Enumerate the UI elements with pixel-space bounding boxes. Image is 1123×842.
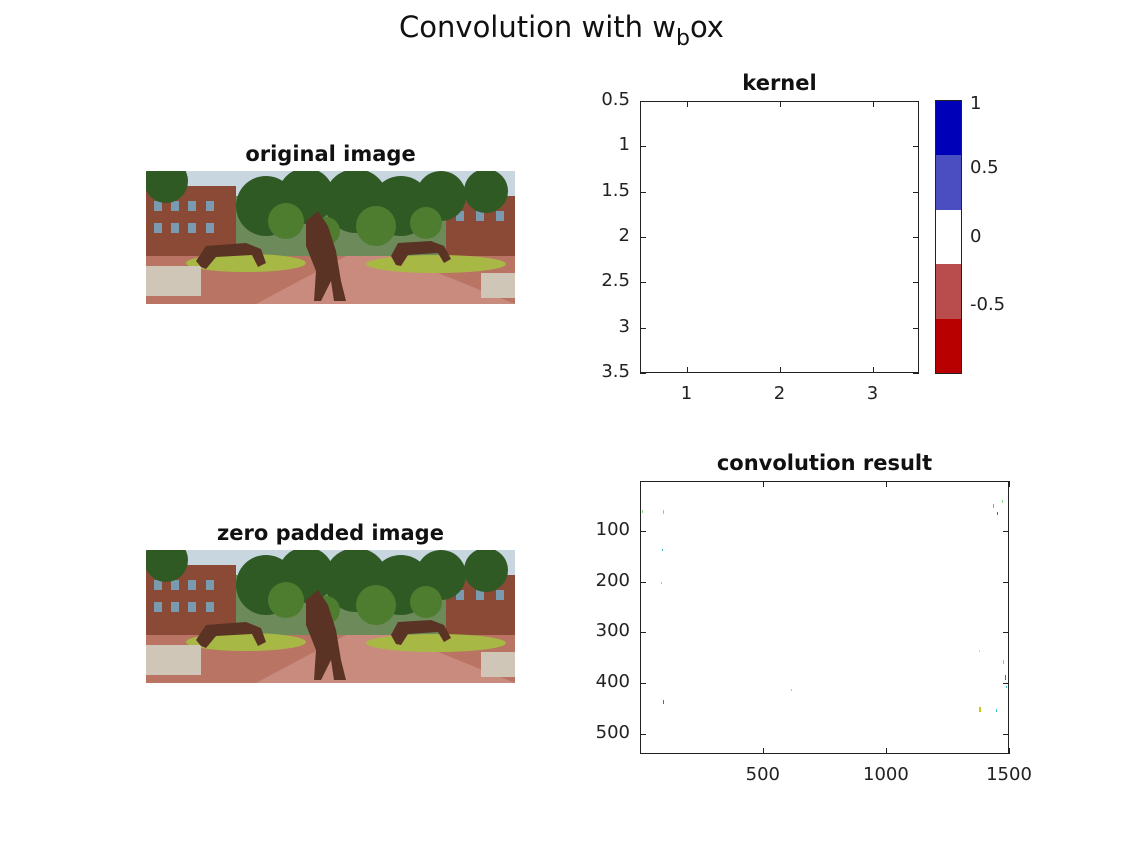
original-image [146, 171, 515, 304]
kernel-x-tick-mark [779, 367, 781, 373]
figure-title-tail: ox [689, 10, 724, 44]
conv-y-tick-mark-right [1003, 683, 1009, 685]
kernel-y-tick-mark-right [913, 237, 919, 238]
figure-title-text: Convolution with w [399, 10, 676, 44]
colorbar-segment [936, 264, 961, 319]
kernel-y-tick-mark-right [913, 282, 919, 284]
kernel-x-tick-mark [686, 367, 688, 373]
kernel-y-tick-label: 2 [618, 225, 630, 246]
kernel-y-tick-mark [640, 327, 646, 329]
kernel-x-tick-mark [872, 367, 874, 373]
conv-y-tick-mark-right [1003, 632, 1009, 634]
kernel-y-tick-mark [640, 191, 646, 193]
conv-y-tick-mark [640, 683, 646, 685]
original-image-title: original image [245, 142, 416, 166]
conv-x-tick-mark-top [885, 481, 887, 487]
conv-y-tick-label: 400 [595, 671, 630, 693]
kernel-x-tick-label: 1 [680, 383, 693, 404]
convolution-result-title: convolution result [716, 451, 933, 475]
kernel-title: kernel [742, 71, 817, 95]
kernel-y-tick-mark-right [913, 327, 919, 329]
convolution-result-axes [640, 481, 1009, 754]
original-image-graphic [146, 171, 515, 304]
kernel-x-tick-mark-top [872, 101, 874, 107]
conv-y-tick-label: 100 [595, 519, 630, 541]
figure-title: Convolution with wbox [0, 10, 1123, 51]
kernel-y-tick-label: 1.5 [601, 179, 630, 201]
kernel-y-tick-mark [640, 146, 646, 148]
kernel-y-tick-mark-right [913, 191, 919, 193]
kernel-y-tick-mark [640, 101, 646, 102]
colorbar-segment [936, 155, 961, 210]
conv-x-tick-mark-top [762, 481, 764, 487]
conv-x-tick-label: 1000 [863, 764, 909, 785]
kernel-axes [640, 101, 919, 373]
conv-x-tick-mark [1009, 748, 1010, 754]
colorbar-segment [936, 209, 961, 265]
kernel-y-tick-label: 1 [618, 134, 630, 156]
kernel-colorbar [935, 100, 962, 374]
zero-padded-image [146, 550, 515, 683]
conv-x-tick-label: 1500 [986, 764, 1032, 785]
colorbar-tick-label: 0.5 [970, 157, 999, 179]
conv-y-tick-label: 500 [595, 721, 630, 743]
conv-y-tick-label: 200 [595, 569, 630, 591]
colorbar-segment [936, 318, 961, 373]
conv-y-tick-mark [640, 733, 646, 735]
kernel-x-tick-label: 3 [866, 383, 879, 404]
conv-y-tick-mark-right [1003, 733, 1009, 735]
kernel-x-tick-mark-top [779, 101, 781, 107]
conv-y-tick-mark [640, 531, 646, 533]
kernel-y-tick-label: 2.5 [601, 270, 630, 292]
conv-y-tick-mark-right [1003, 581, 1009, 583]
kernel-y-tick-mark-right [913, 146, 919, 148]
conv-x-tick-label: 500 [745, 764, 780, 785]
zero-padded-image-title: zero padded image [217, 521, 444, 545]
conv-y-tick-label: 300 [595, 620, 630, 642]
convolution-result-noise [642, 500, 1007, 712]
kernel-y-tick-mark [640, 373, 646, 374]
conv-y-tick-mark [640, 581, 646, 583]
colorbar-segment [936, 101, 961, 156]
conv-y-tick-mark [640, 632, 646, 634]
figure-title-subscript: b [675, 26, 690, 51]
colorbar-tick-label: -0.5 [970, 294, 1006, 316]
kernel-x-tick-label: 2 [773, 383, 786, 404]
kernel-x-tick-mark-top [686, 101, 688, 107]
zero-padded-image-graphic [146, 550, 515, 683]
colorbar-tick-label: 1 [970, 93, 982, 114]
kernel-y-tick-mark-right [913, 373, 919, 374]
kernel-y-tick-mark [640, 237, 646, 238]
conv-x-tick-mark [885, 748, 887, 754]
kernel-y-tick-label: 0.5 [601, 89, 630, 110]
conv-x-tick-mark-top [1009, 481, 1010, 487]
conv-y-tick-mark-right [1003, 531, 1009, 533]
conv-x-tick-mark [762, 748, 764, 754]
kernel-y-tick-label: 3.5 [601, 361, 630, 382]
kernel-y-tick-mark [640, 282, 646, 284]
kernel-y-tick-mark-right [913, 101, 919, 102]
colorbar-tick-label: 0 [970, 225, 982, 247]
kernel-y-tick-label: 3 [618, 315, 630, 337]
